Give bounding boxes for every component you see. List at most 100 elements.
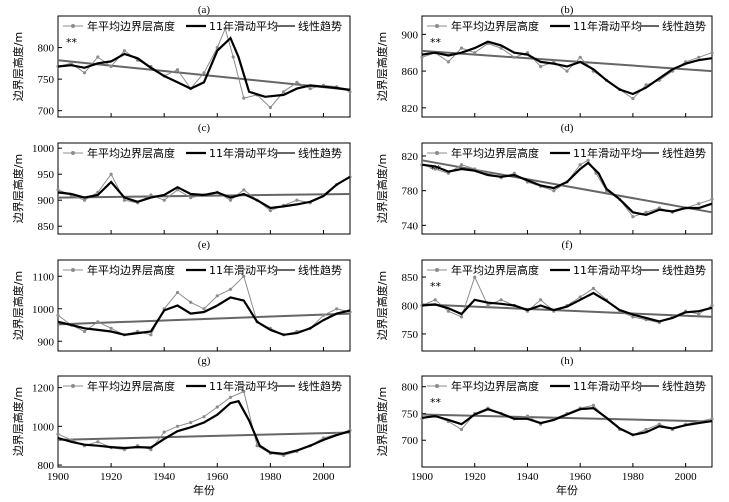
- annual-mean-point: [578, 163, 582, 167]
- annual-mean-point: [512, 55, 516, 59]
- annual-mean-point: [242, 96, 246, 100]
- annual-mean-point: [162, 430, 166, 434]
- panel-title: (g): [198, 355, 211, 367]
- legend-annual-label: 年平均边界层高度: [451, 19, 539, 33]
- legend-trend-label: 线性趋势: [298, 146, 342, 160]
- legend: 年平均边界层高度 11年滑动平均 线性趋势: [427, 263, 706, 277]
- annual-mean-point: [96, 440, 100, 444]
- annual-mean-point: [552, 189, 556, 193]
- legend-smooth-label: 11年滑动平均: [573, 379, 642, 393]
- y-axis-label: 边界层高度/m: [375, 32, 389, 101]
- legend-trend-label: 线性趋势: [662, 379, 706, 393]
- annual-mean-point: [282, 90, 286, 94]
- legend-annual-marker: [71, 24, 75, 28]
- subplot-d: (d) 740 780 820 边界层高度/m 年平均边界层高度 11年滑动平均 线性趋势 **: [375, 122, 714, 235]
- annual-mean-point: [710, 197, 714, 201]
- y-axis-label: 边界层高度/m: [11, 387, 25, 456]
- y-axis-label: 边界层高度/m: [11, 32, 25, 101]
- significance-marker: **: [66, 36, 78, 49]
- annual-mean-point: [202, 415, 206, 419]
- legend-annual-label: 年平均边界层高度: [87, 379, 175, 393]
- y-axis-label: 边界层高度/m: [375, 271, 389, 340]
- x-tick-label: 1960: [206, 471, 229, 483]
- y-tick-label: 900: [38, 336, 55, 348]
- x-tick-label: 1920: [464, 471, 487, 483]
- annual-mean-point: [96, 55, 100, 59]
- x-tick-label: 1920: [100, 471, 123, 483]
- annual-mean-point: [175, 188, 180, 192]
- y-tick-label: 1100: [32, 271, 54, 283]
- x-tick-label: 1980: [259, 471, 282, 483]
- subplot-a: (a) 700 750 800 边界层高度/m 年平均边界层高度 11年滑动平均 线性趋势 **: [11, 4, 352, 118]
- annual-mean-point: [308, 87, 312, 91]
- annual-mean-point: [189, 300, 193, 304]
- subplot-c: (c) 850 900 950 1000 边界层高度/m 年平均边界层高度 11年滑动平均 线性…: [11, 122, 352, 235]
- annual-mean-point: [433, 167, 437, 171]
- annual-mean-point: [189, 196, 193, 200]
- annual-mean-point: [268, 105, 272, 110]
- axes-frame: [421, 142, 713, 235]
- annual-mean-point: [149, 333, 153, 337]
- y-tick-label: 800: [38, 460, 55, 472]
- annual-mean-point: [228, 198, 233, 202]
- subplot-e: (e) 900 1000 1100 边界层高度/m 年平均边界层高度 11年滑动平均 线性趋势: [11, 239, 352, 352]
- annual-mean-line: [57, 27, 351, 109]
- y-tick-label: 700: [38, 106, 55, 118]
- annual-mean-point: [228, 287, 233, 291]
- legend-smooth-label: 11年滑动平均: [209, 19, 278, 33]
- annual-mean-point: [242, 389, 246, 394]
- legend-smooth-label: 11年滑动平均: [573, 19, 642, 33]
- y-tick-label: 740: [402, 220, 419, 232]
- y-tick-label: 820: [402, 151, 419, 163]
- moving-average-line: [57, 296, 351, 336]
- annual-mean-point: [69, 61, 73, 65]
- y-tick-label: 950: [38, 169, 55, 181]
- legend-annual-marker: [71, 384, 75, 388]
- significance-marker: **: [430, 280, 442, 293]
- y-tick-label: 750: [402, 408, 419, 420]
- legend-annual-marker: [435, 384, 439, 388]
- legend-annual-label: 年平均边界层高度: [87, 146, 175, 160]
- legend: 年平均边界层高度 11年滑动平均 线性趋势: [63, 146, 342, 160]
- annual-mean-point: [321, 313, 326, 317]
- annual-mean-point: [96, 320, 100, 324]
- annual-mean-point: [56, 313, 60, 317]
- legend: 年平均边界层高度 11年滑动平均 线性趋势: [427, 379, 706, 393]
- legend-trend-label: 线性趋势: [298, 379, 342, 393]
- annual-mean-point: [223, 27, 227, 31]
- annual-mean-point: [189, 420, 193, 425]
- annual-mean-point: [242, 188, 246, 192]
- annual-mean-point: [175, 68, 180, 72]
- annual-mean-point: [499, 298, 503, 302]
- axes-frame: [57, 375, 351, 468]
- annual-mean-point: [82, 71, 87, 75]
- annual-mean-point: [578, 55, 582, 59]
- moving-average-line: [421, 291, 713, 323]
- annual-mean-point: [215, 405, 219, 409]
- legend-smooth-label: 11年滑动平均: [573, 263, 642, 277]
- annual-mean-point: [175, 424, 180, 428]
- annual-mean-point: [335, 307, 339, 311]
- y-tick-label: 800: [402, 382, 419, 394]
- subplot-b: (b) 820 860 900 边界层高度/m 年平均边界层高度 11年滑动平均 线性趋势 **: [375, 4, 714, 118]
- panel-title: (h): [561, 355, 574, 367]
- legend: 年平均边界层高度 11年滑动平均 线性趋势: [63, 19, 342, 33]
- axes-frame: [57, 259, 351, 352]
- y-tick-label: 1200: [32, 383, 55, 395]
- annual-mean-point: [295, 80, 299, 84]
- y-tick-label: 800: [38, 43, 55, 55]
- annual-mean-point: [644, 83, 648, 87]
- annual-mean-point: [242, 274, 246, 278]
- annual-mean-point: [175, 290, 180, 295]
- annual-mean-point: [710, 51, 714, 55]
- linear-trend-line: [57, 312, 351, 326]
- y-tick-label: 850: [38, 221, 55, 233]
- legend-trend-label: 线性趋势: [298, 19, 342, 33]
- subplot-h: (h) 700 750 800 1900 1920 1940 1960 1980 2000 边界层高…: [375, 355, 714, 497]
- significance-marker: **: [430, 36, 442, 49]
- legend-annual-label: 年平均边界层高度: [451, 263, 539, 277]
- annual-mean-point: [565, 69, 569, 73]
- legend-annual-label: 年平均边界层高度: [451, 146, 539, 160]
- panel-title: (f): [562, 239, 573, 251]
